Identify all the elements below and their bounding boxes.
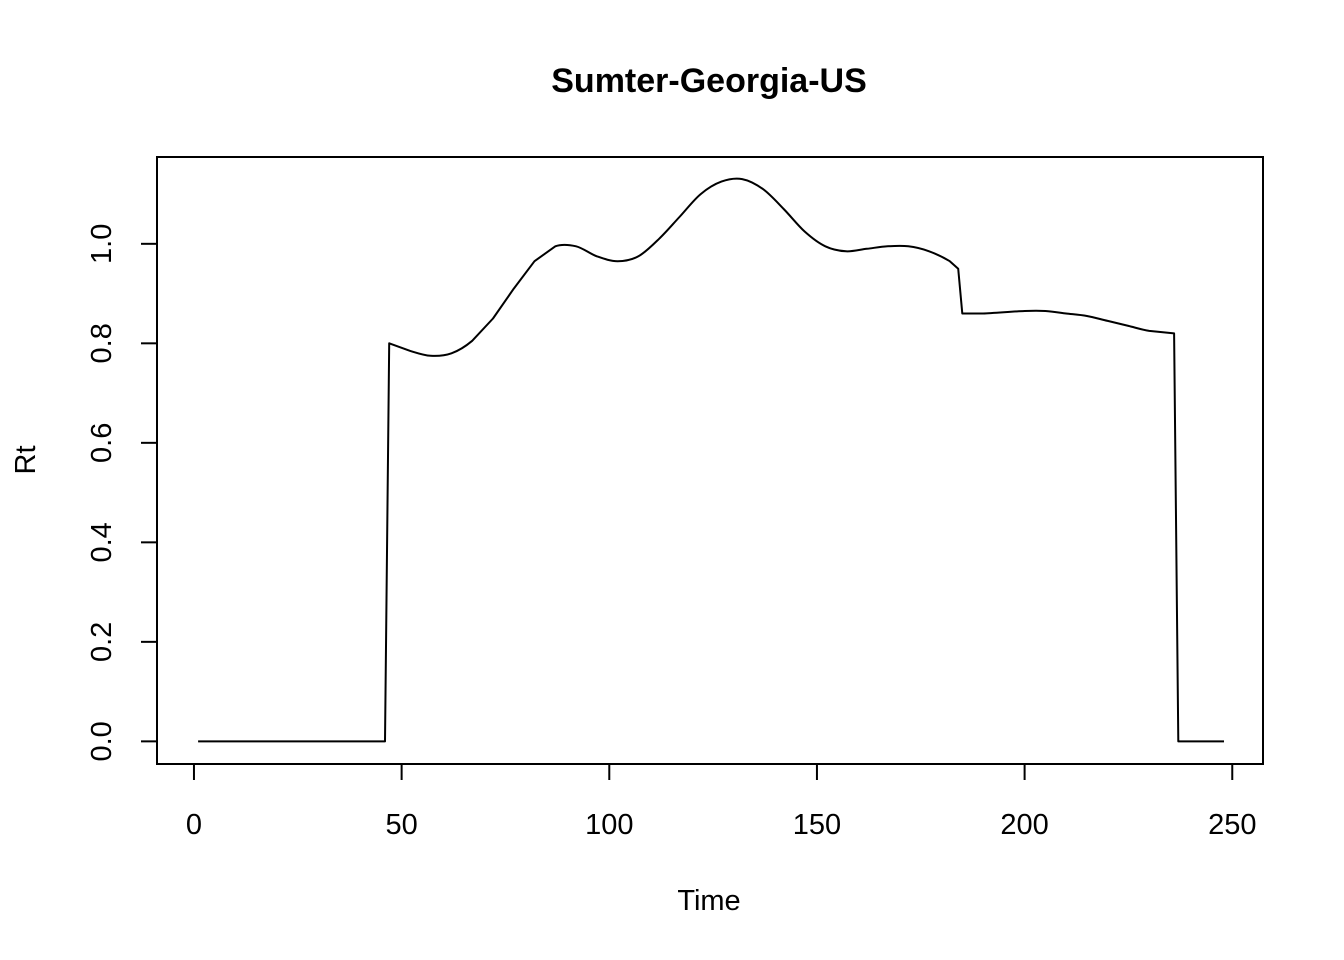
y-tick-label: 0.6 — [86, 423, 118, 463]
rt-series-line — [198, 177, 1224, 743]
y-tick-label: 0.0 — [86, 721, 118, 761]
x-tick-label: 250 — [1208, 809, 1256, 841]
y-tick-label: 0.8 — [86, 323, 118, 363]
x-tick-label: 150 — [793, 809, 841, 841]
x-tick-label: 0 — [186, 809, 202, 841]
y-axis: 0.0 0.2 0.4 0.6 0.8 1.0 — [86, 224, 158, 762]
y-tick-label: 1.0 — [86, 224, 118, 264]
x-axis: 0 50 100 150 200 250 — [186, 763, 1256, 841]
x-tick-label: 200 — [1000, 809, 1048, 841]
y-axis-label: Rt — [10, 446, 42, 475]
x-axis-label: Time — [677, 885, 740, 917]
y-tick-label: 0.2 — [86, 622, 118, 662]
x-tick-label: 100 — [585, 809, 633, 841]
plot-frame — [156, 156, 1264, 765]
chart-title: Sumter-Georgia-US — [551, 62, 867, 100]
x-tick-label: 50 — [385, 809, 417, 841]
y-tick-label: 0.4 — [86, 522, 118, 562]
